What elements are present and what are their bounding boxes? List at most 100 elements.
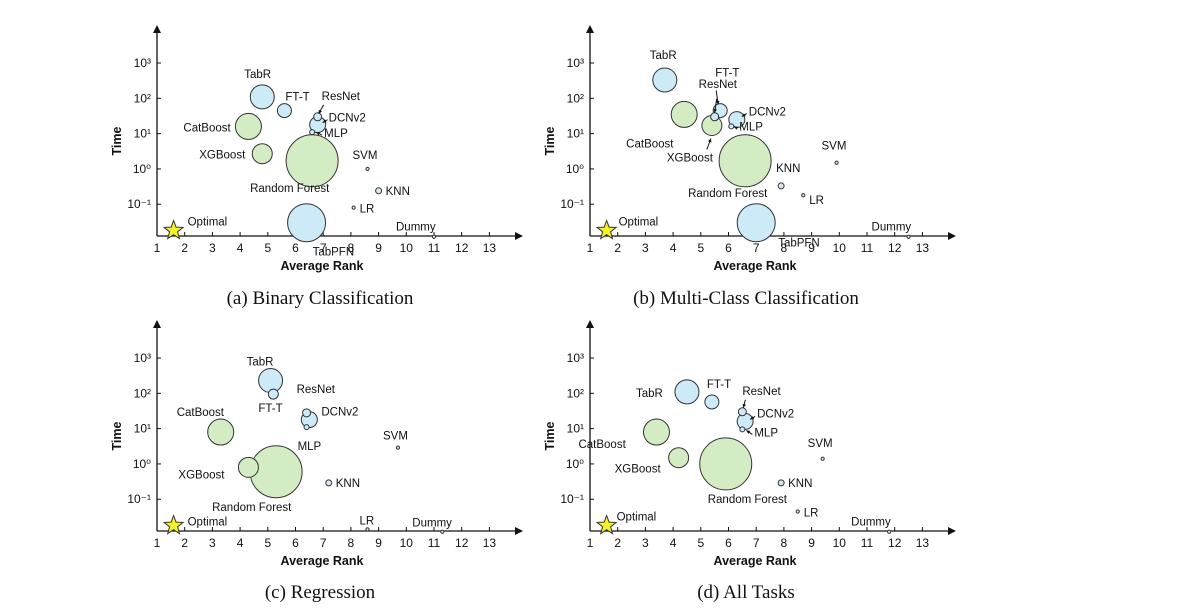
x-tick-label: 6 [292, 536, 299, 550]
x-tick-label: 2 [614, 536, 621, 550]
x-tick-label: 13 [916, 241, 930, 255]
x-tick-label: 7 [320, 241, 327, 255]
point-label-lr: LR [809, 195, 824, 207]
y-tick-label: 10⁰ [566, 457, 584, 471]
label-arrowhead [741, 113, 746, 117]
y-tick-label: 10¹ [134, 127, 151, 141]
optimal-star-marker [595, 219, 618, 240]
x-tick-label: 4 [670, 241, 677, 255]
x-tick-label: 12 [455, 241, 469, 255]
x-axis-label: Average Rank [714, 554, 797, 568]
y-tick-label: 10² [567, 91, 584, 105]
point-label-ft-t: FT-T [707, 379, 731, 391]
x-tick-label: 8 [348, 536, 355, 550]
y-tick-label: 10¹ [134, 422, 151, 436]
y-tick-label: 10³ [134, 351, 151, 365]
x-tick-label: 2 [181, 536, 188, 550]
point-label-dcnv2: DCNv2 [757, 408, 794, 420]
point-label-mlp: MLP [754, 427, 778, 439]
label-arrowhead [742, 403, 746, 408]
bubble-svm [834, 160, 839, 165]
bubble-dcnv2 [736, 412, 754, 430]
bubble-catboost [642, 418, 670, 446]
bubble-tabpfn [287, 203, 327, 243]
x-tick-label: 5 [697, 536, 704, 550]
panel-caption: (d) All Tasks [697, 582, 795, 603]
x-tick-label: 7 [753, 241, 760, 255]
x-tick-label: 12 [888, 241, 902, 255]
bubble-lr [365, 527, 370, 532]
bubble-knn [375, 187, 383, 195]
bubble-ft-t [276, 103, 292, 119]
y-tick-label: 10¹ [567, 127, 584, 141]
point-label-lr: LR [360, 515, 375, 527]
bubble-resnet [710, 112, 720, 122]
x-tick-label: 2 [614, 241, 621, 255]
x-tick-label: 13 [916, 536, 930, 550]
point-label-catboost: CatBoost [177, 407, 225, 419]
x-tick-label: 10 [400, 241, 414, 255]
y-axis-arrow [586, 320, 594, 328]
label-arrowhead [750, 416, 755, 420]
bubble-mlp [728, 123, 735, 130]
bubble-dummy [431, 234, 437, 239]
x-tick-label: 6 [292, 241, 299, 255]
point-label-tabr: TabR [650, 50, 677, 62]
y-tick-label: 10⁻¹ [560, 197, 584, 211]
y-tick-label: 10⁻¹ [127, 492, 151, 506]
x-tick-label: 9 [808, 241, 815, 255]
chart-panel-2: 1 2 3 4 5 6 7 8 9 10 11 12 1310⁻¹10⁰10¹10²10³Average… [543, 25, 956, 309]
y-axis-arrow [586, 25, 594, 33]
point-label-tabr: TabR [247, 357, 274, 369]
bubble-svm [365, 166, 370, 172]
bubble-tabr [249, 84, 275, 110]
point-label-mlp: MLP [739, 121, 763, 133]
bubble-mlp [303, 424, 310, 431]
bubble-resnet [737, 407, 747, 417]
point-label-dummy: Dummy [412, 518, 452, 530]
y-tick-label: 10³ [567, 56, 584, 70]
x-tick-label: 6 [725, 241, 732, 255]
x-tick-label: 9 [808, 536, 815, 550]
point-label-resnet: ResNet [742, 386, 781, 398]
x-tick-label: 11 [428, 536, 441, 550]
point-label-random-forest: Random Forest [212, 502, 292, 514]
bubble-catboost [234, 112, 262, 140]
x-axis-label: Average Rank [281, 259, 364, 273]
x-tick-label: 9 [375, 536, 382, 550]
point-label-xgboost: XGBoost [615, 464, 662, 476]
bubble-svm [820, 456, 825, 461]
bubble-dummy [887, 529, 892, 534]
optimal-star-marker [595, 514, 618, 535]
bubble-lr [795, 509, 800, 514]
point-label-ft-t: FT-T [715, 68, 739, 80]
label-arrowhead [318, 109, 322, 114]
bubble-catboost [207, 418, 235, 446]
bubble-resnet [302, 408, 312, 418]
panel-caption: (a) Binary Classification [227, 288, 414, 309]
x-tick-label: 11 [428, 241, 441, 255]
point-label-knn: KNN [386, 186, 410, 198]
label-arrowhead [708, 138, 712, 143]
x-tick-label: 1 [587, 536, 594, 550]
x-tick-label: 1 [154, 536, 161, 550]
chart-panel-4: 1 2 3 4 5 6 7 8 9 10 11 12 1310⁻¹10⁰10¹10²10³Average… [543, 320, 956, 603]
x-tick-label: 7 [320, 536, 327, 550]
point-label-ft-t: FT-T [285, 92, 309, 104]
x-tick-label: 11 [861, 536, 874, 550]
bubble-mlp [309, 129, 316, 136]
x-tick-label: 13 [483, 241, 497, 255]
bubble-dummy [906, 234, 911, 239]
x-tick-label: 2 [181, 241, 188, 255]
point-label-catboost: CatBoost [183, 122, 231, 134]
point-label-optimal: Optimal [188, 517, 228, 529]
bubble-svm [395, 445, 401, 450]
bubble-knn [777, 182, 785, 190]
label-arrowhead [734, 126, 739, 130]
bubble-ft-t [267, 388, 279, 400]
y-tick-label: 10¹ [567, 422, 584, 436]
label-arrowhead [746, 430, 751, 434]
point-label-resnet: ResNet [699, 79, 738, 91]
optimal-star-marker [162, 219, 185, 240]
point-label-optimal: Optimal [188, 217, 228, 229]
